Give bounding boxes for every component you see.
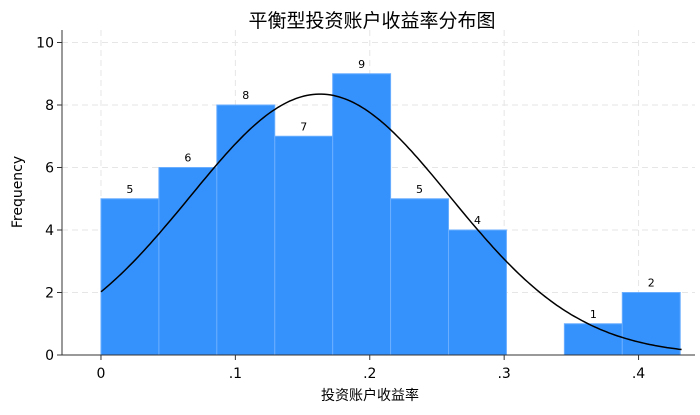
histogram-bar [621,292,681,356]
histogram-bar [448,229,507,356]
bar-data-label: 1 [590,308,597,321]
y-tick-label: 6 [45,161,54,177]
y-tick-label: 10 [36,36,54,52]
histogram-bar [563,323,623,356]
histogram-bar [274,135,334,356]
chart-title: 平衡型投资账户收益率分布图 [248,10,495,32]
bar-data-label: 9 [358,58,365,71]
y-tick-label: 2 [45,286,54,302]
bar-data-label: 5 [416,183,423,196]
y-tick-label: 8 [45,98,54,114]
histogram-bar [100,198,160,356]
y-tick-label: 4 [45,223,54,239]
bar-data-label: 7 [300,120,307,133]
bar-data-label: 8 [242,89,249,102]
x-tick-label: .1 [229,366,242,382]
bar-data-label: 5 [126,183,133,196]
x-tick-label: 0 [97,366,106,382]
histogram-bar [332,73,392,356]
x-tick-label: .4 [632,366,645,382]
normal-density-curve [100,93,682,351]
y-tick-label: 0 [45,348,54,364]
x-axis-label: 投资账户收益率 [321,387,419,404]
x-tick-label: .3 [497,366,510,382]
x-tick-label: .2 [363,366,376,382]
bar-data-label: 2 [648,277,655,290]
bar-data-label: 4 [474,214,481,227]
histogram-bar [390,198,450,356]
histogram-bar [216,104,276,356]
bar-data-label: 6 [184,152,191,165]
y-axis-label: Frequency [10,156,26,228]
histogram-bar [158,167,218,356]
